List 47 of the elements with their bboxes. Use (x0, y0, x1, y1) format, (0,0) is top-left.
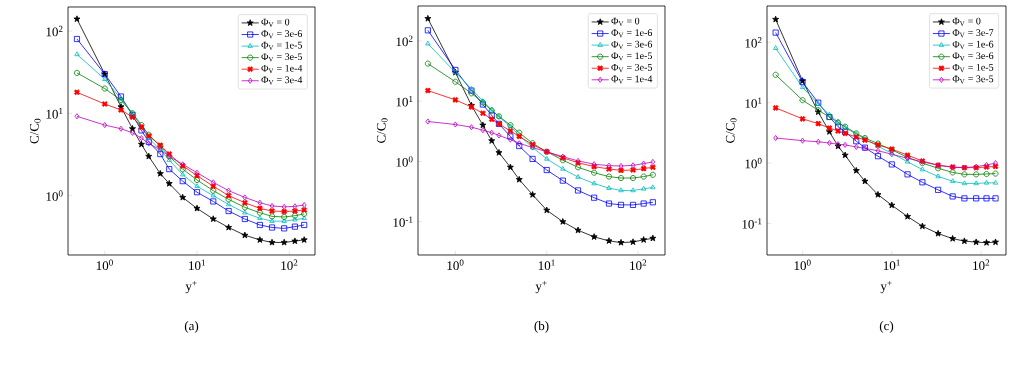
y-tick-label: 10$^{2}$ (396, 35, 413, 47)
legend-label: Φ$_{V}$ = 1e-5 (261, 41, 302, 51)
legend-label: Φ$_{V}$ = 3e-4 (261, 76, 303, 85)
y-tick-label: 10$^{-1}$ (393, 216, 413, 227)
x-axis-title: y$^{+}$ (535, 280, 547, 294)
y-tick-label: 10$^{0}$ (396, 156, 413, 167)
text: (c) (879, 321, 894, 333)
text: (b) (534, 321, 549, 333)
x-tick-label: 10$^{1}$ (538, 259, 555, 271)
legend-label: Φ$_{V}$ = 1e-6 (952, 40, 994, 50)
legend-label: Φ$_{V}$ = 1e-4 (261, 64, 303, 74)
legend-label: Φ$_{V}$ = 0 (611, 17, 640, 26)
x-tick-label: 10$^{2}$ (973, 259, 990, 271)
y-tick-label: 10$^{2}$ (745, 37, 762, 48)
legend-label: Φ$_{V}$ = 3e-7 (952, 29, 994, 38)
y-tick-label: 10$^{1}$ (745, 97, 762, 108)
legend-label: Φ$_{V}$ = 3e-6 (611, 40, 653, 50)
legend-label: Φ$_{V}$ = 1e-5 (952, 63, 994, 73)
legend-label: Φ$_{V}$ = 1e-4 (611, 75, 653, 84)
x-tick-label: 10$^{0}$ (794, 259, 811, 271)
y-tick-label: 10$^{-1}$ (742, 218, 762, 229)
x-axis-title: y$^{+}$ (880, 280, 892, 294)
y-axis-title: C/C$_{0}$ (725, 118, 737, 143)
x-tick-label: 10$^{2}$ (630, 259, 647, 271)
legend-label: Φ$_{V}$ = 0 (952, 17, 981, 26)
y-tick-label: 10$^{0}$ (745, 157, 762, 169)
legend-label: Φ$_{V}$ = 1e-6 (611, 29, 653, 38)
y-tick-label: 10$^{0}$ (46, 190, 63, 201)
y-tick-label: 10$^{1}$ (396, 95, 413, 107)
x-tick-label: 10$^{1}$ (189, 259, 205, 271)
legend-label: Φ$_{V}$ = 1e-5 (611, 52, 652, 61)
y-axis-title: C/C$_{0}$ (29, 118, 41, 144)
x-tick-label: 10$^{0}$ (96, 259, 113, 271)
x-tick-label: 10$^{0}$ (447, 259, 464, 271)
x-tick-label: 10$^{2}$ (281, 259, 298, 271)
legend-label: Φ$_{V}$ = 3e-6 (952, 52, 994, 61)
text: (a) (184, 321, 199, 333)
x-axis-title: y$^{+}$ (185, 280, 197, 294)
y-tick-label: 10$^{2}$ (46, 25, 63, 37)
y-axis-title: C/C$_{0}$ (376, 118, 388, 143)
y-tick-label: 10$^{1}$ (46, 108, 63, 119)
legend-label: Φ$_{V}$ = 3e-5 (611, 63, 652, 73)
x-tick-label: 10$^{1}$ (883, 259, 900, 271)
legend-label: Φ$_{V}$ = 3e-5 (261, 53, 302, 62)
legend-label: Φ$_{V}$ = 3e-6 (261, 30, 303, 39)
legend-label: Φ$_{V}$ = 0 (261, 18, 290, 27)
legend-label: Φ$_{V}$ = 3e-5 (952, 75, 994, 84)
